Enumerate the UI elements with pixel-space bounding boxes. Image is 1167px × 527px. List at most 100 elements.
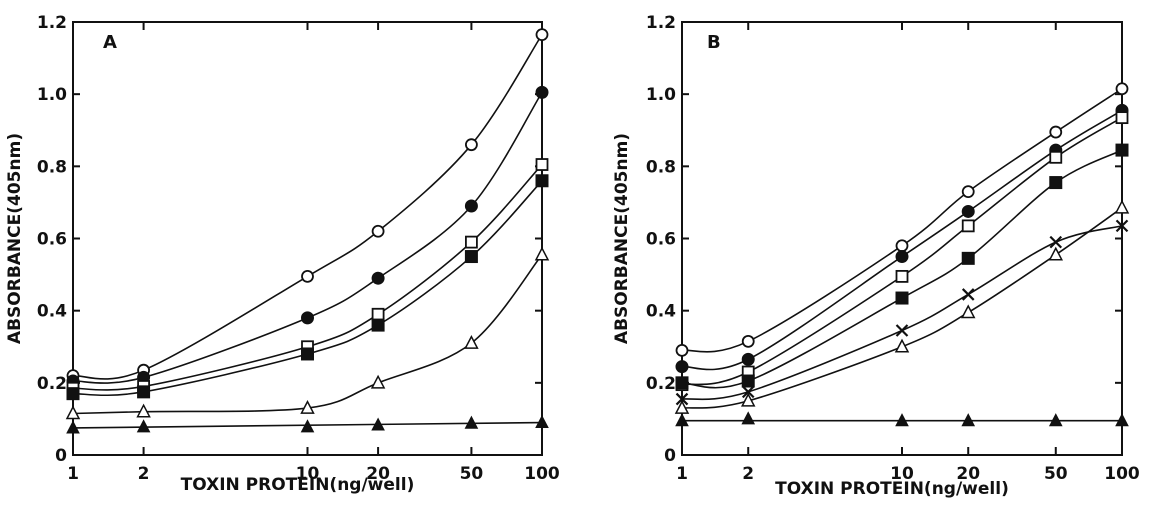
series-filled-triangle bbox=[66, 414, 549, 434]
data-point-filled-square bbox=[895, 291, 909, 305]
data-point-open-circle bbox=[535, 28, 549, 42]
data-point-filled-triangle bbox=[675, 413, 689, 427]
data-point-filled-circle bbox=[535, 85, 549, 99]
data-point-open-circle bbox=[1049, 125, 1063, 139]
data-point-open-triangle bbox=[65, 405, 81, 420]
y-tick-label: 1.0 bbox=[646, 85, 676, 105]
data-point-open-square bbox=[1115, 111, 1129, 125]
data-point-filled-circle bbox=[464, 199, 478, 213]
data-point-filled-square bbox=[371, 318, 385, 332]
data-point-filled-square bbox=[66, 387, 80, 401]
data-point-filled-circle bbox=[675, 360, 689, 374]
y-tick-label: 0.6 bbox=[37, 230, 67, 250]
series-filled-triangle bbox=[675, 411, 1129, 427]
series-filled-square bbox=[675, 143, 1129, 390]
x-tick-label: 20 bbox=[956, 464, 980, 484]
y-tick-label: 0.8 bbox=[37, 157, 67, 177]
data-point-open-square bbox=[895, 269, 909, 283]
data-point-open-square bbox=[465, 235, 478, 249]
data-point-filled-triangle bbox=[895, 413, 909, 427]
x-tick-label: 100 bbox=[1104, 464, 1140, 484]
data-point-filled-circle bbox=[961, 204, 975, 218]
data-point-filled-triangle bbox=[136, 419, 151, 433]
data-point-open-triangle bbox=[464, 335, 479, 349]
data-point-open-circle bbox=[675, 343, 689, 357]
data-point-filled-circle bbox=[741, 352, 755, 366]
y-tick-label: 0.8 bbox=[646, 157, 676, 177]
data-point-open-circle bbox=[741, 334, 755, 348]
x-tick-label: 20 bbox=[366, 464, 390, 484]
panel-label: B bbox=[707, 32, 721, 53]
data-point-filled-square bbox=[301, 347, 314, 361]
data-point-cross bbox=[741, 385, 755, 399]
data-point-filled-triangle bbox=[741, 411, 756, 425]
data-point-cross bbox=[961, 288, 975, 301]
data-point-filled-square bbox=[137, 385, 151, 399]
x-tick-label: 50 bbox=[1044, 464, 1068, 484]
y-tick-label: 1.0 bbox=[37, 85, 67, 105]
data-point-open-square bbox=[535, 158, 549, 171]
data-point-filled-circle bbox=[895, 250, 909, 264]
data-point-filled-circle bbox=[301, 311, 314, 325]
y-tick-label: 0.6 bbox=[646, 230, 676, 250]
x-tick-label: 2 bbox=[138, 464, 150, 484]
data-point-open-triangle bbox=[740, 392, 756, 407]
data-point-open-triangle bbox=[1114, 199, 1130, 214]
data-point-open-circle bbox=[371, 224, 385, 238]
data-point-filled-square bbox=[741, 374, 755, 388]
series-cross bbox=[675, 219, 1129, 406]
data-point-open-triangle bbox=[960, 304, 976, 319]
data-point-open-square bbox=[371, 307, 385, 321]
y-tick-label: 1.2 bbox=[37, 13, 67, 33]
data-point-open-triangle bbox=[370, 374, 386, 389]
data-point-cross bbox=[1049, 235, 1063, 249]
y-tick-label: 0.2 bbox=[646, 374, 676, 394]
data-point-filled-triangle bbox=[464, 415, 479, 429]
y-tick-label: 0.4 bbox=[37, 302, 67, 322]
data-point-filled-square bbox=[464, 250, 478, 264]
data-point-filled-square bbox=[961, 251, 975, 265]
data-point-filled-triangle bbox=[1115, 413, 1129, 427]
panel-label: A bbox=[103, 32, 117, 53]
data-point-filled-triangle bbox=[535, 414, 549, 429]
data-point-filled-square bbox=[1049, 176, 1063, 190]
chart-panel-b: B 0 0.2 0.4 0.6 0.8 1.0 1.2 1 2 10 20 50 100 TOXIN PRO… bbox=[612, 13, 1140, 499]
x-tick-label: 2 bbox=[742, 464, 754, 484]
x-axis-title: TOXIN PROTEIN(ng/well) bbox=[181, 475, 415, 495]
y-tick-label: 0 bbox=[55, 446, 67, 466]
data-point-open-square bbox=[961, 219, 975, 233]
series-open-circle bbox=[66, 28, 549, 383]
y-tick-label: 0.4 bbox=[646, 302, 676, 322]
data-point-open-circle bbox=[895, 239, 909, 253]
x-tick-label: 1 bbox=[676, 464, 688, 484]
x-tick-label: 50 bbox=[460, 464, 484, 484]
y-tick-label: 0 bbox=[664, 446, 676, 466]
x-tick-label: 10 bbox=[296, 464, 320, 484]
data-point-open-triangle bbox=[136, 403, 151, 418]
data-point-open-triangle bbox=[894, 338, 910, 353]
x-tick-label: 100 bbox=[524, 464, 560, 484]
chart-panel-a: A 0 0.2 0.4 0.6 0.8 1.0 1.2 1 2 10 20 50 100 TOXIN PRO… bbox=[5, 13, 560, 495]
data-point-filled-square bbox=[1115, 143, 1129, 157]
data-point-open-triangle bbox=[674, 399, 690, 414]
data-point-open-circle bbox=[301, 269, 314, 283]
data-point-cross bbox=[675, 392, 689, 406]
data-point-filled-triangle bbox=[961, 413, 976, 427]
plot-frame bbox=[681, 21, 1123, 456]
data-point-open-square bbox=[1049, 150, 1063, 164]
data-point-open-circle bbox=[961, 185, 975, 198]
data-point-filled-triangle bbox=[300, 419, 315, 433]
x-axis-title: TOXIN PROTEIN(ng/well) bbox=[775, 479, 1009, 499]
x-tick-label: 1 bbox=[67, 464, 79, 484]
series-open-circle bbox=[675, 82, 1129, 357]
x-tick-label: 10 bbox=[890, 464, 914, 484]
series-filled-square bbox=[66, 174, 549, 401]
series-line bbox=[72, 180, 543, 397]
data-point-filled-square bbox=[675, 376, 689, 390]
data-point-open-circle bbox=[465, 138, 478, 152]
y-tick-label: 1.2 bbox=[646, 13, 676, 33]
data-point-open-triangle bbox=[300, 399, 315, 414]
y-axis-title: ABSORBANCE(405nm) bbox=[5, 133, 25, 344]
data-point-filled-triangle bbox=[66, 420, 80, 434]
